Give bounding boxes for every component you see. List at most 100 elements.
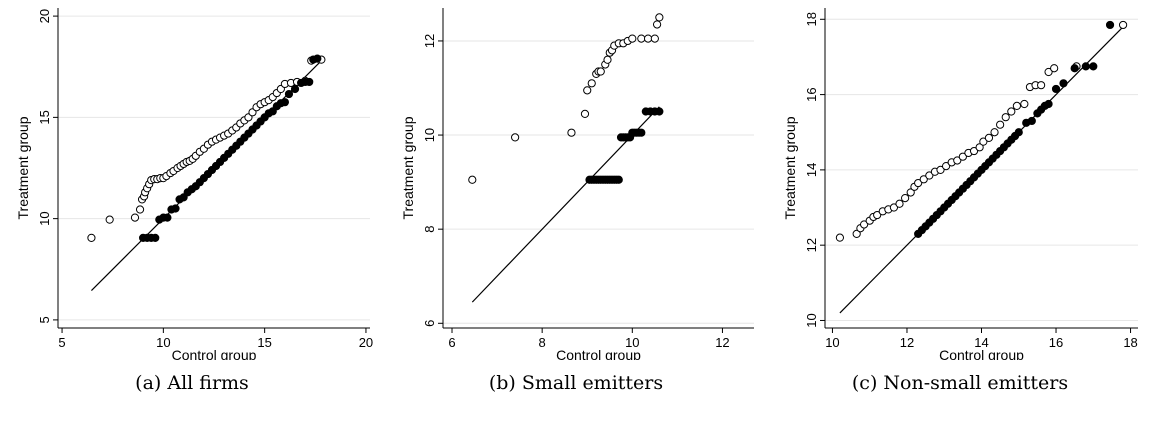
data-point-filled <box>305 77 314 87</box>
y-tick-label: 16 <box>804 87 819 101</box>
y-tick-label: 12 <box>804 238 819 252</box>
data-point-hollow <box>130 213 140 222</box>
data-point-filled <box>637 128 646 137</box>
chart-caption: (a) All firms <box>135 372 249 394</box>
x-tick-label: 20 <box>359 335 373 350</box>
x-tick-label: 16 <box>1049 335 1063 350</box>
y-tick-label: 18 <box>804 12 819 26</box>
data-point-hollow <box>958 152 967 161</box>
data-point-filled <box>151 233 160 242</box>
data-point-filled <box>290 84 300 94</box>
data-point-hollow <box>996 120 1005 129</box>
data-point-hollow <box>835 233 845 242</box>
data-point-hollow <box>906 188 915 197</box>
data-point-hollow <box>873 210 882 220</box>
data-point-hollow <box>889 203 899 212</box>
data-point-hollow <box>87 233 96 242</box>
x-tick-label: 12 <box>715 335 729 350</box>
y-tick-label: 12 <box>422 34 437 48</box>
data-point-hollow <box>914 178 923 188</box>
chart-panel-all-firms: 5 10 15 20 5 10 15 20 Control group Treatment gro… <box>0 0 384 428</box>
data-point-hollow <box>1020 99 1029 109</box>
data-point-hollow <box>953 156 962 165</box>
data-point-hollow <box>628 34 637 43</box>
x-tick-label: 12 <box>900 335 914 350</box>
data-point-hollow <box>936 165 945 174</box>
data-point-filled <box>1027 116 1036 126</box>
data-point-hollow <box>895 199 904 208</box>
data-point-hollow <box>975 143 984 152</box>
data-point-hollow <box>468 175 477 184</box>
data-point-filled <box>655 107 664 116</box>
y-tick-label: 8 <box>422 226 437 233</box>
x-tick-label: 14 <box>974 335 988 350</box>
data-point-hollow <box>637 34 646 43</box>
data-point-hollow <box>511 133 520 142</box>
scatter-plot: 6 8 10 12 6 8 10 12 Control group Treatment group <box>400 8 754 360</box>
y-tick-label: 10 <box>37 211 52 225</box>
y-tick-label: 10 <box>804 313 819 327</box>
data-point-hollow <box>1044 67 1053 77</box>
x-tick-label: 8 <box>539 335 546 350</box>
data-point-hollow <box>984 133 994 142</box>
data-point-filled <box>1044 99 1053 109</box>
data-point-hollow <box>860 220 869 229</box>
data-point-hollow <box>596 67 605 76</box>
data-point-hollow <box>901 194 910 203</box>
x-tick-label: 10 <box>825 335 839 350</box>
data-point-hollow <box>105 215 114 224</box>
data-point-filled <box>1105 20 1115 30</box>
data-point-hollow <box>1050 64 1059 73</box>
scatter-plot: 5 10 15 20 5 10 15 20 Control group Treatment gro… <box>15 8 373 360</box>
data-point-hollow <box>1001 113 1010 122</box>
data-point-hollow <box>580 109 590 118</box>
x-axis-title: Control group <box>939 347 1024 360</box>
data-point-filled <box>1089 62 1098 71</box>
data-point-filled <box>1070 64 1079 73</box>
data-point-hollow <box>655 13 664 22</box>
data-point-filled <box>1081 62 1090 71</box>
data-point-hollow <box>652 20 662 29</box>
data-point-hollow <box>969 146 979 156</box>
data-point-filled <box>171 204 180 213</box>
data-point-hollow <box>1118 20 1128 30</box>
x-tick-label: 5 <box>58 335 65 350</box>
data-point-filled <box>614 175 623 184</box>
data-point-hollow <box>1007 107 1016 116</box>
data-point-hollow <box>587 79 596 88</box>
y-axis-title: Treatment group <box>15 116 31 219</box>
data-point-hollow <box>603 55 612 64</box>
data-point-filled <box>284 89 294 99</box>
data-point-hollow <box>919 175 928 184</box>
data-point-filled <box>163 213 172 222</box>
data-point-hollow <box>1037 81 1046 90</box>
y-tick-label: 5 <box>37 316 52 323</box>
x-axis-title: Control group <box>172 347 257 360</box>
data-point-filled <box>280 98 290 107</box>
data-point-filled <box>1059 79 1068 88</box>
x-axis-title: Control group <box>556 347 641 360</box>
y-tick-label: 6 <box>422 320 437 327</box>
data-point-hollow <box>135 205 145 214</box>
y-tick-label: 14 <box>804 163 819 177</box>
y-tick-label: 20 <box>37 9 52 23</box>
x-tick-label: 10 <box>156 335 170 350</box>
data-point-filled <box>1014 128 1023 137</box>
chart-panel-small-emitters: 6 8 10 12 6 8 10 12 Control group Treatment group… <box>384 0 768 428</box>
data-point-filled <box>1051 84 1061 94</box>
y-axis-title: Treatment group <box>400 116 416 219</box>
data-point-hollow <box>1012 101 1021 110</box>
chart-caption: (b) Small emitters <box>488 372 664 394</box>
data-point-hollow <box>990 128 999 137</box>
data-point-hollow <box>925 171 934 180</box>
x-tick-label: 15 <box>257 335 271 350</box>
data-point-hollow <box>979 137 988 146</box>
x-tick-label: 6 <box>448 335 455 350</box>
y-tick-label: 10 <box>422 128 437 142</box>
x-tick-label: 18 <box>1123 335 1137 350</box>
data-point-hollow <box>583 86 592 95</box>
data-point-filled <box>313 54 322 63</box>
data-point-hollow <box>650 34 659 43</box>
chart-panel-non-small-emitters: 10 12 14 16 18 10 12 14 16 18 Control group Treatme… <box>768 0 1152 428</box>
y-axis-title: Treatment group <box>782 116 798 219</box>
